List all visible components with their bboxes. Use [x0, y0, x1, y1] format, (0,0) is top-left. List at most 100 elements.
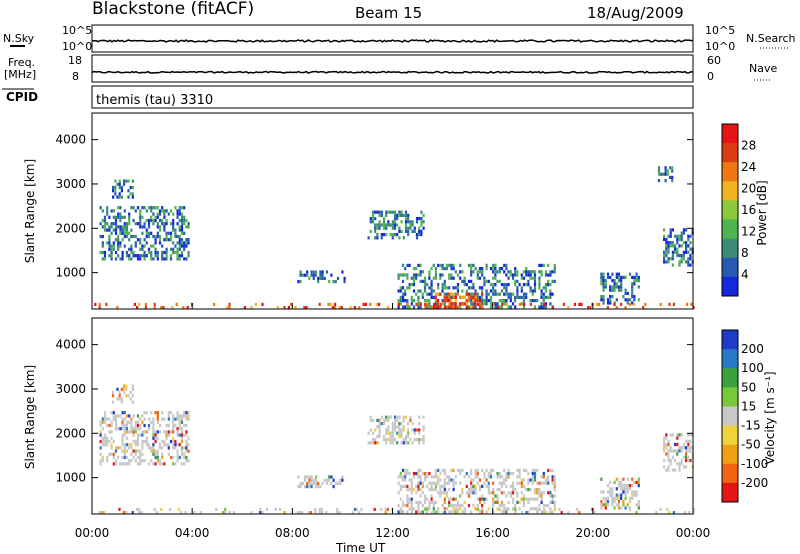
echo-cell: [553, 478, 556, 482]
echo-cell: [676, 253, 679, 258]
echo-cell: [128, 218, 131, 223]
echo-cell: [158, 446, 162, 450]
echo-cell: [158, 234, 162, 239]
echo-cell: [121, 423, 124, 428]
echo-cell: [689, 446, 692, 450]
echo-cell: [154, 206, 157, 210]
echo-cell: [505, 267, 508, 271]
echo-cell: [437, 481, 440, 485]
echo-cell: [163, 209, 166, 213]
noise-left-tick-low: 10^0: [62, 40, 92, 53]
echo-cell: [213, 302, 216, 306]
colorbar-swatch: [722, 238, 738, 259]
colorbar-swatch: [722, 482, 738, 503]
echo-cell: [624, 306, 627, 310]
echo-cell: [169, 257, 173, 261]
echo-cell: [369, 302, 372, 306]
echo-cell: [516, 475, 519, 479]
echo-cell: [560, 511, 563, 515]
echo-cell: [329, 302, 332, 306]
echo-cell: [615, 487, 618, 491]
echo-cell: [176, 452, 179, 456]
echo-cell: [494, 283, 497, 287]
echo-cell: [121, 215, 124, 219]
echo-cell: [114, 179, 117, 183]
echo-cell: [187, 250, 190, 255]
echo-cell: [163, 250, 166, 255]
echo-cell: [382, 434, 386, 438]
echo-cell: [549, 292, 552, 296]
echo-cell: [152, 436, 155, 440]
echo-cell: [663, 237, 666, 242]
echo-cell: [635, 279, 638, 283]
echo-cell: [123, 446, 126, 450]
echo-cell: [385, 438, 388, 442]
echo-cell: [136, 443, 140, 447]
echo-cell: [412, 289, 416, 293]
echo-cell: [602, 496, 605, 500]
echo-cell: [167, 414, 170, 418]
echo-cell: [474, 289, 477, 293]
echo-cell: [391, 226, 394, 230]
echo-cell: [110, 446, 113, 450]
echo-cell: [441, 468, 444, 472]
echo-cell: [481, 267, 484, 271]
echo-cell: [180, 238, 184, 242]
echo-cell: [452, 267, 455, 271]
echo-cell: [666, 507, 669, 511]
echo-cell: [314, 481, 318, 485]
echo-cell: [685, 452, 688, 456]
echo-cell: [131, 195, 134, 199]
echo-cell: [108, 244, 111, 248]
echo-cell: [637, 279, 640, 283]
echo-cell: [371, 217, 375, 221]
echo-cell: [520, 484, 523, 488]
echo-cell: [538, 279, 541, 283]
echo-cell: [492, 292, 495, 296]
echo-cell: [418, 428, 421, 432]
echo-cell: [667, 244, 670, 248]
echo-cell: [150, 218, 153, 223]
echo-cell: [606, 484, 610, 488]
echo-cell: [428, 302, 431, 306]
echo-cell: [680, 237, 683, 242]
echo-cell: [562, 302, 565, 306]
echo-cell: [533, 488, 537, 492]
echo-cell: [399, 273, 402, 277]
echo-cell: [112, 394, 115, 398]
echo-cell: [454, 475, 457, 479]
echo-cell: [112, 241, 115, 245]
freq-line: [91, 70, 694, 74]
echo-cell: [459, 472, 462, 476]
echo-cell: [167, 433, 170, 437]
echo-cell: [98, 306, 101, 310]
echo-cell: [101, 436, 104, 440]
echo-cell: [391, 425, 394, 429]
echo-cell: [533, 491, 537, 495]
echo-cell: [430, 279, 433, 283]
echo-cell: [130, 446, 133, 450]
echo-cell: [678, 260, 681, 264]
echo-cell: [139, 417, 142, 421]
echo-cell: [434, 305, 437, 309]
echo-cell: [613, 282, 616, 286]
echo-cell: [174, 206, 177, 210]
echo-cell: [470, 270, 473, 274]
echo-cell: [549, 468, 552, 472]
echo-cell: [687, 446, 690, 450]
echo-cell: [551, 478, 554, 482]
echo-cell: [400, 220, 403, 224]
echo-cell: [161, 206, 164, 210]
echo-cell: [317, 485, 320, 489]
echo-cell: [685, 244, 688, 248]
echo-cell: [139, 212, 142, 216]
echo-cell: [446, 306, 449, 310]
echo-cell: [547, 279, 550, 283]
echo-cell: [553, 263, 556, 267]
echo-cell: [165, 254, 168, 258]
echo-cell: [396, 233, 399, 237]
echo-cell: [529, 507, 532, 511]
echo-cell: [663, 250, 666, 254]
echo-cell: [114, 414, 118, 418]
echo-cell: [602, 295, 605, 299]
